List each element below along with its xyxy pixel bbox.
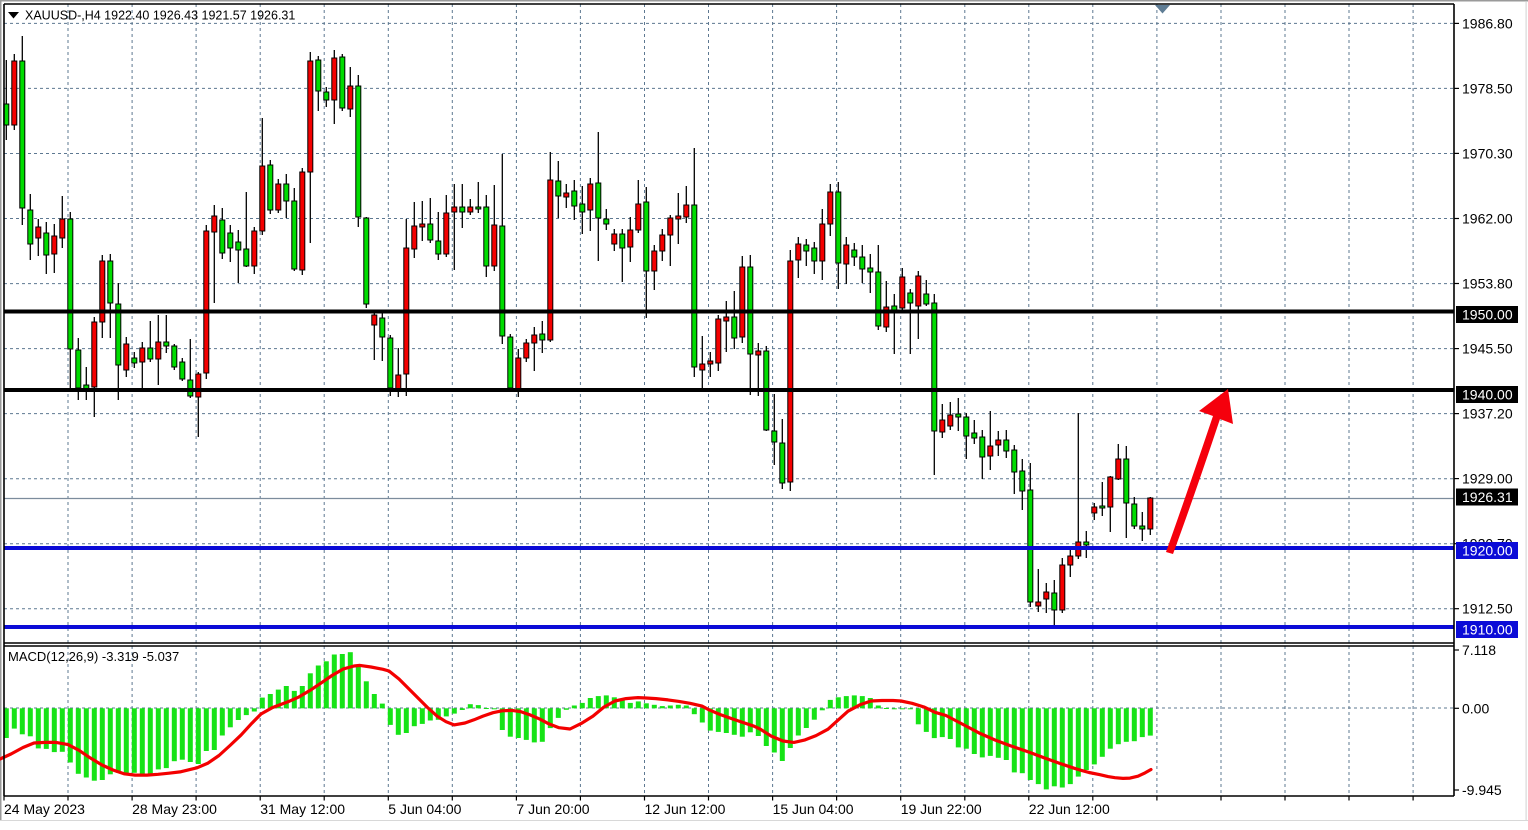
svg-text:19 Jun 22:00: 19 Jun 22:00 <box>901 801 982 817</box>
svg-text:MACD(12,26,9) -3.319 -5.037: MACD(12,26,9) -3.319 -5.037 <box>8 649 179 664</box>
svg-text:0.00: 0.00 <box>1462 700 1489 716</box>
svg-text:31 May 12:00: 31 May 12:00 <box>260 801 345 817</box>
svg-text:-9.945: -9.945 <box>1462 782 1502 798</box>
svg-text:1912.50: 1912.50 <box>1462 601 1513 617</box>
svg-text:1940.00: 1940.00 <box>1462 386 1513 402</box>
svg-text:1926.31: 1926.31 <box>1462 489 1513 505</box>
svg-text:XAUUSD-,H4 1922.40 1926.43 19: XAUUSD-,H4 1922.40 1926.43 1921.57 1926.… <box>25 9 295 23</box>
svg-text:15 Jun 04:00: 15 Jun 04:00 <box>773 801 854 817</box>
svg-text:5 Jun 04:00: 5 Jun 04:00 <box>388 801 461 817</box>
svg-text:1945.50: 1945.50 <box>1462 341 1513 357</box>
svg-text:1962.00: 1962.00 <box>1462 211 1513 227</box>
svg-text:1953.80: 1953.80 <box>1462 276 1513 292</box>
svg-text:1920.00: 1920.00 <box>1462 542 1513 558</box>
svg-text:1937.20: 1937.20 <box>1462 406 1513 422</box>
svg-text:7.118: 7.118 <box>1462 642 1496 658</box>
svg-text:28 May 23:00: 28 May 23:00 <box>132 801 217 817</box>
svg-text:22 Jun 12:00: 22 Jun 12:00 <box>1029 801 1110 817</box>
svg-text:1970.30: 1970.30 <box>1462 145 1513 161</box>
svg-text:1910.00: 1910.00 <box>1462 621 1513 637</box>
svg-text:1929.00: 1929.00 <box>1462 471 1513 487</box>
svg-text:1986.80: 1986.80 <box>1462 15 1513 31</box>
svg-text:1978.50: 1978.50 <box>1462 80 1513 96</box>
svg-text:24 May 2023: 24 May 2023 <box>4 801 85 817</box>
svg-text:12 Jun 12:00: 12 Jun 12:00 <box>645 801 726 817</box>
svg-text:7 Jun 20:00: 7 Jun 20:00 <box>516 801 589 817</box>
svg-text:1950.00: 1950.00 <box>1462 306 1513 322</box>
